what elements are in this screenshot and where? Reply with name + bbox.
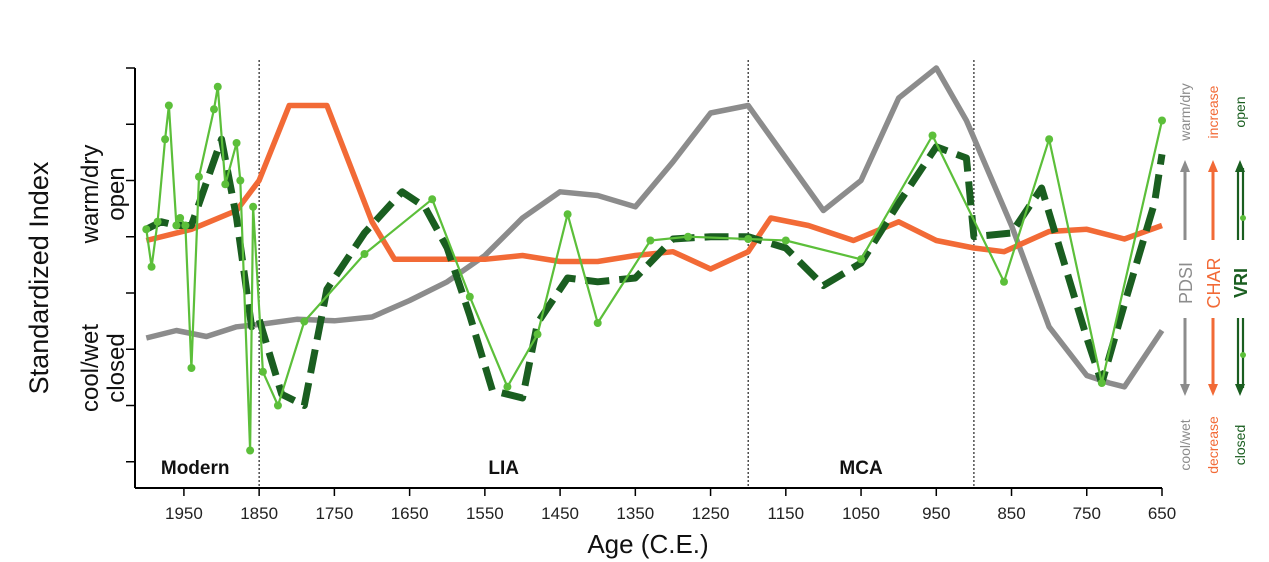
period-label: Modern xyxy=(161,458,230,479)
legend-bottom-label: closed xyxy=(1232,425,1248,465)
x-tick-label: 1950 xyxy=(165,504,203,523)
data-point xyxy=(236,176,245,185)
x-tick-label: 1150 xyxy=(768,504,805,523)
data-point xyxy=(744,235,753,243)
legend-top-label: increase xyxy=(1205,85,1221,138)
y-label-upper-2: open xyxy=(103,167,130,220)
y-axis-title: Standardized Index xyxy=(24,161,54,394)
data-point xyxy=(1045,135,1054,144)
legend-item: increase decrease CHAR xyxy=(1204,85,1224,473)
data-point xyxy=(1158,116,1166,125)
data-point xyxy=(246,446,255,455)
legend-bottom-label: decrease xyxy=(1205,416,1221,474)
period-label: LIA xyxy=(488,458,519,479)
series-line xyxy=(145,85,1164,452)
data-point xyxy=(187,364,196,372)
data-point xyxy=(194,172,203,181)
data-point xyxy=(142,225,151,234)
legend-series-name: PDSI xyxy=(1176,262,1196,304)
series-lines xyxy=(142,65,1166,455)
axes xyxy=(134,68,1162,489)
data-point xyxy=(172,221,181,230)
y-ticks xyxy=(126,67,135,463)
data-point xyxy=(857,255,866,264)
legend-arrow-up xyxy=(1208,160,1218,172)
x-tick-label: 1850 xyxy=(240,504,278,523)
data-point xyxy=(533,330,542,339)
data-point xyxy=(503,382,512,391)
series-line xyxy=(145,65,1165,390)
x-tick-label: 1350 xyxy=(616,504,654,523)
x-tick-label: 1650 xyxy=(391,504,429,523)
data-point xyxy=(232,139,241,147)
data-point xyxy=(164,101,173,110)
y-label-lower-2: closed xyxy=(103,333,130,402)
legend: warm/dry cool/wet PDSI increase decrease CHAR… xyxy=(1176,83,1251,474)
x-axis-title: Age (C.E.) xyxy=(587,529,708,559)
data-point xyxy=(300,317,309,326)
x-tick-label: 650 xyxy=(1148,504,1176,523)
legend-item: warm/dry cool/wet PDSI xyxy=(1176,83,1196,470)
legend-marker xyxy=(1240,352,1246,358)
data-point xyxy=(213,82,222,91)
data-point xyxy=(249,202,258,211)
legend-series-name: VRI xyxy=(1231,268,1251,298)
x-tick-label: 1550 xyxy=(466,504,504,523)
x-tick-label: 850 xyxy=(997,504,1025,523)
data-point xyxy=(593,319,602,327)
data-point xyxy=(1000,277,1008,286)
legend-arrow-down xyxy=(1235,384,1245,396)
data-point xyxy=(153,217,162,226)
y-axis-titles: Standardized Index warm/dry open cool/we… xyxy=(24,145,130,412)
data-point xyxy=(928,131,937,140)
legend-top-label: warm/dry xyxy=(1177,83,1193,142)
y-label-lower-1: cool/wet xyxy=(77,324,104,412)
data-point xyxy=(428,195,437,204)
legend-item: open closed VRI xyxy=(1231,96,1251,465)
data-point xyxy=(210,105,218,114)
legend-marker xyxy=(1240,215,1246,221)
data-point xyxy=(360,250,369,258)
data-point xyxy=(181,221,190,230)
data-point xyxy=(258,367,267,376)
data-point xyxy=(563,210,572,219)
x-tick-label: 1750 xyxy=(315,504,353,523)
period-label: MCA xyxy=(839,458,883,479)
x-ticks: 1950 1850 1750 1650 1550 1450 1350 1250 1150 1050… xyxy=(165,488,1176,523)
data-point xyxy=(781,236,790,245)
y-label-upper-1: warm/dry xyxy=(77,145,104,245)
period-dividers xyxy=(258,60,975,488)
x-tick-label: 950 xyxy=(922,504,950,523)
series-line xyxy=(144,135,1166,409)
data-point xyxy=(161,135,170,144)
legend-arrow-down xyxy=(1208,384,1218,396)
legend-series-name: CHAR xyxy=(1204,257,1224,308)
data-point xyxy=(1097,379,1106,387)
x-tick-label: 1050 xyxy=(842,504,880,523)
period-labels: Modern LIA MCA xyxy=(161,458,883,479)
legend-arrow-up xyxy=(1235,160,1245,172)
data-point xyxy=(465,292,474,301)
data-point xyxy=(221,180,230,189)
legend-arrow-down xyxy=(1180,384,1190,396)
x-tick-label: 750 xyxy=(1073,504,1101,523)
data-point xyxy=(147,262,156,271)
x-tick-label: 1250 xyxy=(692,504,730,523)
legend-bottom-label: cool/wet xyxy=(1177,419,1193,470)
data-point xyxy=(176,214,185,222)
x-tick-label: 1450 xyxy=(541,504,579,523)
legend-top-label: open xyxy=(1232,96,1248,127)
data-point xyxy=(273,401,282,410)
data-point xyxy=(684,232,692,241)
data-point xyxy=(646,236,655,245)
legend-arrow-up xyxy=(1180,160,1190,172)
